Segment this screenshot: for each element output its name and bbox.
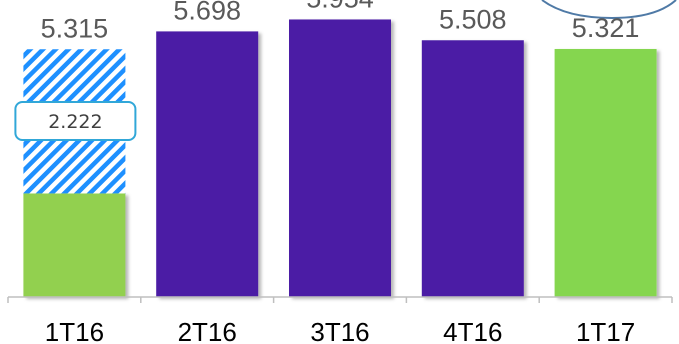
x-tick-label-4T16: 4T16 <box>443 317 502 344</box>
bar-1T16-base-segment <box>23 193 126 297</box>
stacked-segment-callout: 2.222 <box>14 101 137 141</box>
bars-group <box>23 19 657 298</box>
x-tick-label-3T16: 3T16 <box>310 317 369 344</box>
x-axis <box>7 296 673 303</box>
x-tick-label-1T17: 1T17 <box>576 317 635 344</box>
x-tick-label-2T16: 2T16 <box>178 317 237 344</box>
value-label-4T16: 5.508 <box>439 4 507 34</box>
x-tick-label-1T16: 1T16 <box>45 317 104 344</box>
value-label-3T16: 5.954 <box>306 0 374 13</box>
bar-3T16 <box>289 19 391 298</box>
value-label-1T16: 5.315 <box>41 13 109 43</box>
decorative-circle-arc <box>541 0 677 20</box>
stacked-segment-label: 2.222 <box>48 111 102 133</box>
value-label-2T16: 5.698 <box>173 0 241 25</box>
value-labels-group: 5.315 5.698 5.954 5.508 5.321 <box>41 0 640 43</box>
bar-2T16 <box>156 31 259 297</box>
callout-box <box>14 101 137 141</box>
x-tick-labels-group: 1T16 2T16 3T16 4T16 1T17 <box>45 317 635 344</box>
bar-1T17 <box>554 48 657 297</box>
bar-4T16 <box>421 40 524 297</box>
value-label-1T17: 5.321 <box>572 13 640 43</box>
